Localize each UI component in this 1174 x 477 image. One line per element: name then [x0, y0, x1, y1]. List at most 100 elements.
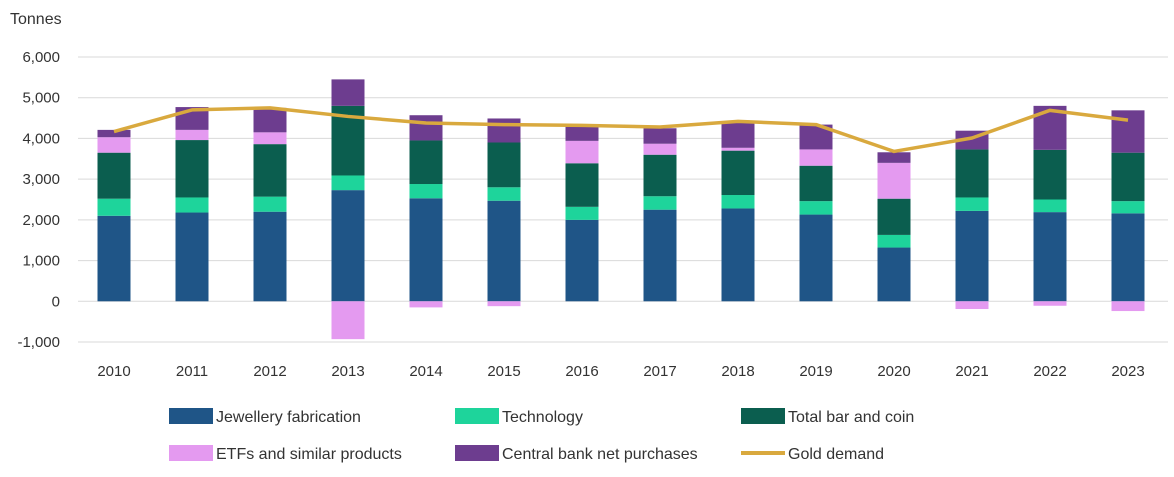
x-tick-label: 2023 [1111, 363, 1144, 380]
bar-jewellery-fabrication-2018 [721, 208, 755, 302]
bar-etfs-and-similar-products-2014 [409, 301, 443, 308]
bar-jewellery-fabrication-2013 [331, 190, 365, 302]
bar-etfs-and-similar-products-2021 [955, 301, 989, 310]
bar-etfs-and-similar-products-2018 [721, 147, 755, 151]
bar-total-bar-and-coin-2016 [565, 163, 599, 207]
x-tick-label: 2022 [1033, 363, 1066, 380]
legend-swatch-jewellery-fabrication [169, 408, 213, 424]
bar-jewellery-fabrication-2022 [1033, 212, 1067, 302]
x-tick-label: 2017 [643, 363, 676, 380]
bar-total-bar-and-coin-2010 [97, 152, 131, 199]
x-tick-label: 2021 [955, 363, 988, 380]
legend-label-central-bank-net-purchases: Central bank net purchases [502, 446, 698, 463]
x-tick-labels: 2010 2011 2012 2013 2014 2015 2016 2017 2018 2019… [97, 363, 1144, 380]
bar-total-bar-and-coin-2019 [799, 165, 833, 202]
bar-jewellery-fabrication-2020 [877, 247, 911, 302]
bar-technology-2019 [799, 201, 833, 215]
bar-technology-2015 [487, 187, 521, 201]
bar-technology-2021 [955, 197, 989, 211]
bar-total-bar-and-coin-2022 [1033, 149, 1067, 200]
bar-central-bank-net-purchases-2016 [565, 125, 599, 141]
bar-etfs-and-similar-products-2011 [175, 129, 209, 141]
y-tick-label: 2,000 [22, 212, 60, 229]
y-tick-label: 1,000 [22, 253, 60, 270]
bar-etfs-and-similar-products-2022 [1033, 301, 1067, 306]
bar-total-bar-and-coin-2021 [955, 149, 989, 198]
bar-central-bank-net-purchases-2023 [1111, 110, 1145, 153]
gold-demand-line [113, 106, 1129, 154]
x-tick-label: 2011 [176, 363, 208, 380]
bar-technology-2018 [721, 195, 755, 209]
x-tick-label: 2020 [877, 363, 910, 380]
bar-technology-2012 [253, 196, 287, 212]
bar-jewellery-fabrication-2010 [97, 215, 131, 302]
x-tick-label: 2016 [565, 363, 598, 380]
y-tick-label: 4,000 [22, 130, 60, 147]
bar-etfs-and-similar-products-2023 [1111, 301, 1145, 312]
grid-lines [78, 56, 1168, 343]
bar-total-bar-and-coin-2014 [409, 140, 443, 185]
bar-total-bar-and-coin-2011 [175, 140, 209, 198]
bar-technology-2011 [175, 197, 209, 213]
y-tick-label: -1,000 [17, 334, 60, 351]
bar-etfs-and-similar-products-2017 [643, 143, 677, 155]
legend-swatch-total-bar-and-coin [741, 408, 785, 424]
bar-total-bar-and-coin-2012 [253, 144, 287, 197]
x-tick-label: 2018 [721, 363, 754, 380]
legend-label-gold-demand: Gold demand [788, 446, 884, 463]
bar-jewellery-fabrication-2012 [253, 211, 287, 302]
legend: Jewellery fabrication Technology Total bar… [169, 408, 914, 463]
y-tick-label: 5,000 [22, 90, 60, 107]
bars [97, 79, 1145, 340]
bar-technology-2016 [565, 206, 599, 220]
gold-demand-line-group [113, 106, 1129, 154]
bar-jewellery-fabrication-2011 [175, 212, 209, 302]
bar-technology-2022 [1033, 199, 1067, 213]
legend-label-jewellery-fabrication: Jewellery fabrication [216, 409, 361, 426]
bar-technology-2017 [643, 196, 677, 210]
bar-jewellery-fabrication-2017 [643, 209, 677, 302]
y-tick-label: 6,000 [22, 49, 60, 66]
bar-etfs-and-similar-products-2020 [877, 162, 911, 199]
x-tick-label: 2014 [409, 363, 442, 380]
y-axis-label: Tonnes [10, 11, 62, 28]
x-tick-label: 2010 [97, 363, 130, 380]
bar-jewellery-fabrication-2015 [487, 200, 521, 302]
bar-etfs-and-similar-products-2019 [799, 149, 833, 166]
bar-etfs-and-similar-products-2010 [97, 137, 131, 153]
x-tick-label: 2013 [331, 363, 364, 380]
bar-central-bank-net-purchases-2014 [409, 115, 443, 141]
bar-central-bank-net-purchases-2015 [487, 118, 521, 143]
legend-swatch-central-bank-net-purchases [455, 445, 499, 461]
x-tick-label: 2015 [487, 363, 520, 380]
x-tick-label: 2012 [253, 363, 286, 380]
bar-total-bar-and-coin-2015 [487, 142, 521, 188]
bar-jewellery-fabrication-2014 [409, 198, 443, 302]
bar-technology-2014 [409, 184, 443, 199]
legend-label-etfs-and-similar-products: ETFs and similar products [216, 446, 402, 463]
bar-total-bar-and-coin-2020 [877, 198, 911, 235]
legend-swatch-technology [455, 408, 499, 424]
bar-jewellery-fabrication-2016 [565, 219, 599, 302]
bar-jewellery-fabrication-2021 [955, 210, 989, 302]
legend-swatch-etfs-and-similar-products [169, 445, 213, 461]
bar-technology-2020 [877, 234, 911, 248]
bar-jewellery-fabrication-2019 [799, 214, 833, 302]
y-tick-label: 0 [52, 293, 60, 310]
bar-central-bank-net-purchases-2018 [721, 121, 755, 148]
x-tick-label: 2019 [799, 363, 832, 380]
bar-central-bank-net-purchases-2010 [97, 129, 131, 138]
bar-central-bank-net-purchases-2017 [643, 128, 677, 144]
bar-etfs-and-similar-products-2015 [487, 301, 521, 307]
bar-total-bar-and-coin-2023 [1111, 152, 1145, 202]
legend-label-technology: Technology [502, 409, 583, 426]
bar-total-bar-and-coin-2017 [643, 154, 677, 197]
bar-technology-2023 [1111, 201, 1145, 214]
legend-label-total-bar-and-coin: Total bar and coin [788, 409, 914, 426]
bar-technology-2010 [97, 198, 131, 216]
bar-etfs-and-similar-products-2013 [331, 301, 365, 340]
bar-central-bank-net-purchases-2012 [253, 107, 287, 133]
y-tick-label: 3,000 [22, 171, 60, 188]
bar-etfs-and-similar-products-2016 [565, 140, 599, 164]
